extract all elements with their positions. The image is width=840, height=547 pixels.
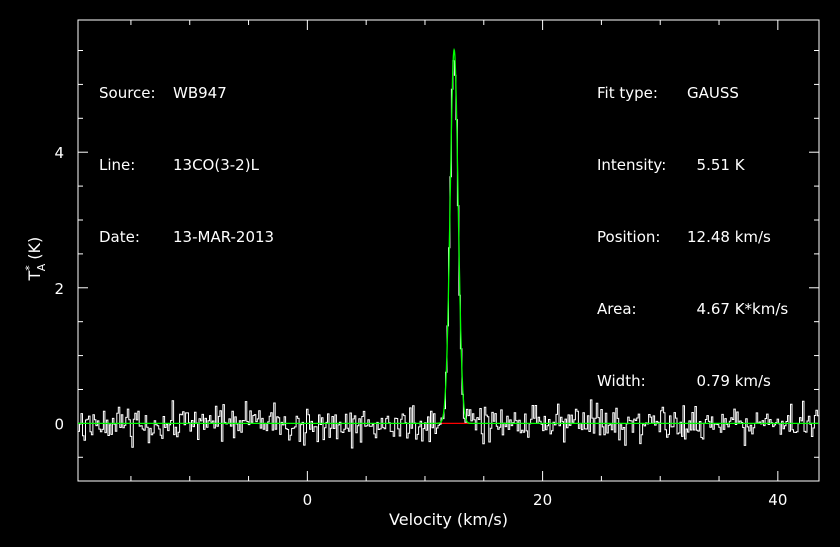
area-row: Area: 4.67 K*km/s — [597, 297, 788, 321]
intensity-row: Intensity: 5.51 K — [597, 153, 788, 177]
line-value: 13CO(3-2)L — [173, 156, 259, 174]
position-value: 12.48 km/s — [687, 228, 771, 246]
line-label: Line: — [99, 156, 136, 174]
source-label: Source: — [99, 84, 156, 102]
y-label-unit: (K) — [25, 237, 44, 260]
date-label: Date: — [99, 228, 140, 246]
position-row: Position: 12.48 km/s — [597, 225, 788, 249]
fit-type-row: Fit type: GAUSS — [597, 81, 788, 105]
intensity-label: Intensity: — [597, 156, 667, 174]
intensity-value: 5.51 K — [687, 156, 745, 174]
x-axis-label: Velocity (km/s) — [389, 510, 508, 529]
fit-type-label: Fit type: — [597, 84, 658, 102]
width-label: Width: — [597, 372, 646, 390]
line-row: Line: 13CO(3-2)L — [99, 153, 274, 177]
y-tick-label: 2 — [54, 280, 64, 298]
y-tick-label: 0 — [54, 415, 64, 433]
svg-text:T*A(K): T*A (K) — [23, 237, 48, 282]
y-axis-label: T*A (K) — [23, 237, 48, 282]
area-value: 4.67 K*km/s — [687, 300, 789, 318]
gaussian-fit-line — [78, 47, 819, 425]
y-label-symbol: T — [25, 271, 44, 282]
area-label: Area: — [597, 300, 637, 318]
x-tick-label: 20 — [533, 491, 552, 509]
plot-frame — [77, 19, 820, 482]
y-tick-label: 4 — [54, 144, 64, 162]
source-row: Source: WB947 — [99, 81, 274, 105]
fit-type-value: GAUSS — [687, 84, 739, 102]
source-value: WB947 — [173, 84, 227, 102]
x-tick-label: 40 — [768, 491, 787, 509]
source-info-block: Source: WB947 Line: 13CO(3-2)L Date: 13-MAR… — [99, 33, 274, 273]
y-label-sup: * — [23, 265, 36, 271]
width-row: Width: 0.79 km/s — [597, 369, 788, 393]
width-value: 0.79 km/s — [687, 372, 771, 390]
axis-ticks — [78, 20, 819, 481]
fit-info-block: Fit type: GAUSS Intensity: 5.51 K Positio… — [597, 33, 788, 417]
y-label-sub: A — [35, 263, 48, 271]
position-label: Position: — [597, 228, 661, 246]
date-value: 13-MAR-2013 — [173, 228, 275, 246]
tick-labels: 0 20 40 0 2 4 — [54, 144, 787, 509]
x-tick-label: 0 — [303, 491, 313, 509]
date-row: Date: 13-MAR-2013 — [99, 225, 274, 249]
